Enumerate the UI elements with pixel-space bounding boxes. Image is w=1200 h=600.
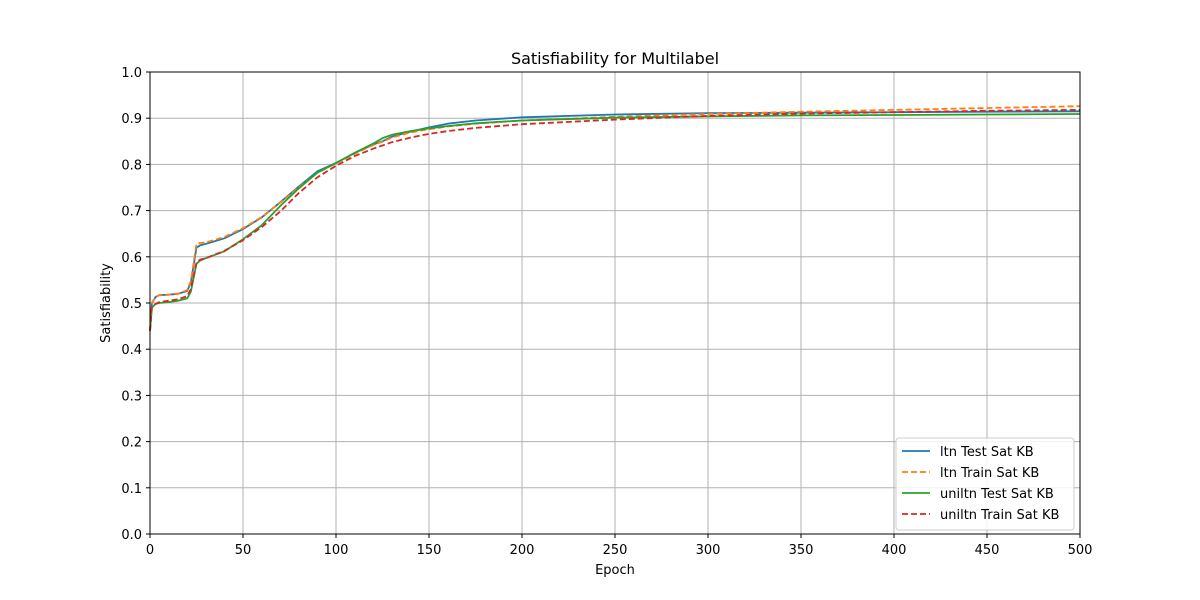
- legend: ltn Test Sat KB ltn Train Sat KB uniltn Te…: [895, 437, 1075, 531]
- series-line-ltn-test-sat-kb: [149, 110, 1081, 331]
- y-tick-label: 0.2: [121, 436, 142, 451]
- legend-label: uniltn Test Sat KB: [940, 487, 1054, 502]
- legend-label: ltn Test Sat KB: [940, 445, 1034, 460]
- x-tick-label: 300: [696, 543, 721, 558]
- series-line-uniltn-test-sat-kb: [149, 113, 1081, 331]
- series-layer: [149, 105, 1081, 331]
- legend-label: ltn Train Sat KB: [940, 466, 1039, 481]
- x-tick-label: 50: [235, 543, 252, 558]
- chart-title: Satisfiability for Multilabel: [511, 49, 719, 68]
- legend-label: uniltn Train Sat KB: [940, 508, 1059, 523]
- x-tick-label: 250: [603, 543, 628, 558]
- x-tick-label: 0: [146, 543, 154, 558]
- x-tick-label: 100: [324, 543, 349, 558]
- y-tick-label: 0.5: [121, 297, 142, 312]
- y-tick-label: 0.6: [121, 251, 142, 266]
- ticks: 0 50 100 150 200 250 300 350 400 450 500 0.0 0.1 0.2 0…: [121, 66, 1092, 558]
- x-tick-label: 350: [789, 543, 814, 558]
- y-tick-label: 0.8: [121, 158, 142, 173]
- y-tick-label: 0.7: [121, 205, 142, 220]
- x-tick-label: 150: [417, 543, 442, 558]
- series-line-uniltn-train-sat-kb: [149, 109, 1081, 331]
- legend-box: [895, 437, 1075, 531]
- x-tick-label: 500: [1068, 543, 1093, 558]
- x-tick-label: 200: [510, 543, 535, 558]
- x-tick-label: 450: [975, 543, 1000, 558]
- y-axis-label: Satisfiability: [99, 263, 114, 343]
- y-tick-label: 1.0: [121, 66, 142, 81]
- x-tick-label: 400: [882, 543, 907, 558]
- y-tick-label: 0.9: [121, 112, 142, 127]
- y-tick-label: 0.4: [121, 343, 142, 358]
- y-tick-label: 0.0: [121, 528, 142, 543]
- x-axis-label: Epoch: [595, 563, 635, 578]
- y-tick-label: 0.3: [121, 389, 142, 404]
- y-tick-label: 0.1: [121, 482, 142, 497]
